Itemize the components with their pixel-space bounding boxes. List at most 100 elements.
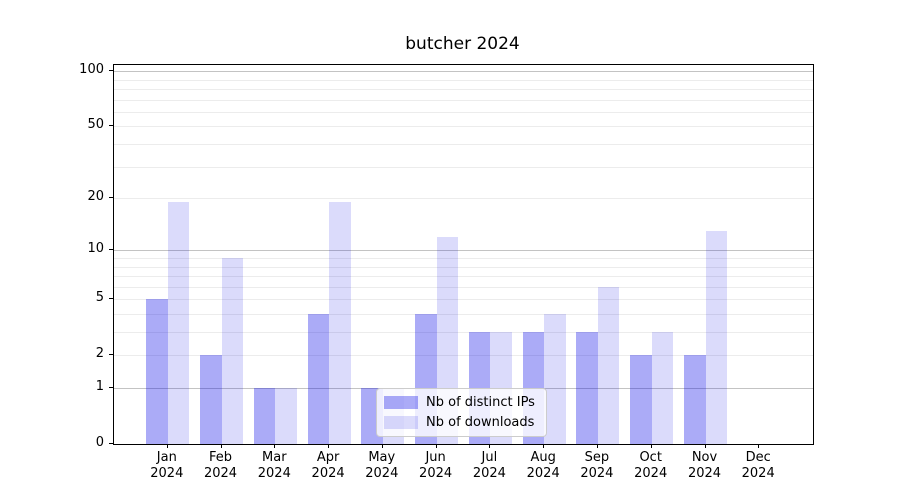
month-label: Jun bbox=[425, 450, 446, 465]
xtick-label-feb: Feb 2024 bbox=[193, 450, 249, 482]
gridline-20 bbox=[114, 198, 813, 199]
month-label: Nov bbox=[691, 450, 718, 465]
month-label: Jan bbox=[156, 450, 177, 465]
ytick-label-100: 100 bbox=[79, 62, 104, 78]
legend-label-distinct-ips: Nb of distinct IPs bbox=[426, 395, 535, 410]
year-label: 2024 bbox=[150, 466, 184, 481]
bar-mar-downloads bbox=[275, 388, 297, 444]
gridline-2 bbox=[114, 355, 813, 357]
gridline-70 bbox=[114, 99, 813, 101]
bar-nov-distinct-ips bbox=[684, 355, 706, 444]
xtick-label-may: May 2024 bbox=[354, 450, 410, 482]
gridline-7 bbox=[114, 276, 813, 277]
xtick-mark-may bbox=[381, 444, 383, 448]
gridline-80 bbox=[114, 89, 813, 90]
gridline-40 bbox=[114, 144, 813, 145]
ytick-mark-5 bbox=[109, 298, 113, 300]
gridline-6 bbox=[114, 286, 813, 288]
xtick-mark-jul bbox=[489, 444, 491, 448]
xtick-mark-nov bbox=[704, 444, 706, 448]
xtick-mark-dec bbox=[758, 444, 760, 448]
year-label: 2024 bbox=[311, 466, 345, 481]
legend-swatch-downloads bbox=[384, 416, 418, 429]
xtick-label-jun: Jun 2024 bbox=[408, 450, 464, 482]
xtick-mark-mar bbox=[274, 444, 276, 448]
bar-sep-distinct-ips bbox=[576, 332, 598, 444]
bar-feb-distinct-ips bbox=[200, 355, 222, 444]
legend-swatch-distinct-ips bbox=[384, 396, 418, 409]
legend: Nb of distinct IPs Nb of downloads bbox=[376, 388, 547, 437]
ytick-label-20: 20 bbox=[87, 189, 104, 204]
ytick-mark-0 bbox=[109, 443, 113, 444]
gridline-50 bbox=[114, 126, 813, 128]
bar-mar-distinct-ips bbox=[253, 388, 276, 444]
xtick-label-dec: Dec 2024 bbox=[730, 450, 786, 482]
gridline-10 bbox=[114, 250, 813, 252]
ytick-mark-50 bbox=[109, 125, 113, 127]
xtick-label-aug: Aug 2024 bbox=[515, 450, 571, 482]
xtick-mark-feb bbox=[220, 444, 222, 448]
gridline-3 bbox=[114, 332, 813, 333]
gridline-100 bbox=[114, 71, 813, 73]
month-label: Apr bbox=[316, 450, 340, 465]
gridline-30 bbox=[114, 166, 813, 168]
month-label: Dec bbox=[745, 450, 771, 465]
bar-oct-downloads bbox=[651, 332, 674, 444]
chart-title: butcher 2024 bbox=[405, 34, 520, 54]
year-label: 2024 bbox=[365, 466, 399, 481]
gridline-5 bbox=[114, 299, 813, 301]
legend-label-downloads: Nb of downloads bbox=[426, 415, 535, 430]
year-label: 2024 bbox=[741, 466, 775, 481]
year-label: 2024 bbox=[634, 466, 668, 481]
bar-nov-downloads bbox=[705, 230, 727, 444]
bar-jan-downloads bbox=[167, 202, 190, 444]
bar-jan-distinct-ips bbox=[146, 299, 168, 444]
xtick-label-apr: Apr 2024 bbox=[300, 450, 356, 482]
ytick-label-50: 50 bbox=[87, 117, 104, 133]
xtick-mark-jan bbox=[166, 444, 168, 448]
xtick-mark-sep bbox=[596, 444, 598, 448]
bar-feb-downloads bbox=[221, 258, 243, 444]
plot-area: Nb of distinct IPs Nb of downloads bbox=[113, 64, 814, 445]
bar-apr-distinct-ips bbox=[307, 314, 330, 444]
year-label: 2024 bbox=[419, 466, 453, 481]
bar-sep-downloads bbox=[597, 286, 620, 444]
ytick-mark-10 bbox=[109, 249, 113, 251]
xtick-mark-aug bbox=[543, 444, 545, 448]
year-label: 2024 bbox=[203, 466, 238, 481]
ytick-label-1: 1 bbox=[95, 379, 104, 394]
xtick-mark-apr bbox=[328, 444, 330, 448]
bar-aug-downloads bbox=[544, 314, 566, 444]
ytick-mark-20 bbox=[109, 197, 113, 198]
month-label: Feb bbox=[208, 450, 233, 465]
ytick-label-0: 0 bbox=[95, 435, 104, 450]
ytick-mark-100 bbox=[109, 70, 113, 72]
legend-row-distinct-ips: Nb of distinct IPs bbox=[384, 395, 539, 410]
ytick-mark-2 bbox=[109, 354, 113, 356]
month-label: Jul bbox=[481, 450, 498, 465]
xtick-label-jan: Jan 2024 bbox=[139, 450, 195, 482]
year-label: 2024 bbox=[257, 466, 291, 481]
xtick-mark-jun bbox=[435, 444, 437, 448]
ytick-label-2: 2 bbox=[95, 346, 104, 362]
gridline-4 bbox=[114, 314, 813, 315]
xtick-label-oct: Oct 2024 bbox=[623, 450, 679, 482]
xtick-label-sep: Sep 2024 bbox=[569, 450, 625, 482]
ytick-label-5: 5 bbox=[95, 290, 104, 306]
year-label: 2024 bbox=[687, 466, 722, 481]
ytick-mark-1 bbox=[109, 387, 113, 388]
gridline-60 bbox=[114, 111, 813, 113]
month-label: Oct bbox=[639, 450, 662, 465]
bar-apr-downloads bbox=[329, 202, 351, 444]
xtick-label-mar: Mar 2024 bbox=[246, 450, 302, 482]
gridline-90 bbox=[114, 79, 813, 81]
legend-row-downloads: Nb of downloads bbox=[384, 415, 539, 430]
month-label: Sep bbox=[584, 450, 610, 465]
year-label: 2024 bbox=[472, 466, 506, 481]
xtick-label-nov: Nov 2024 bbox=[677, 450, 733, 482]
bar-oct-distinct-ips bbox=[630, 355, 652, 444]
xtick-mark-oct bbox=[650, 444, 652, 448]
month-label: Mar bbox=[262, 450, 287, 465]
month-label: May bbox=[368, 450, 396, 465]
